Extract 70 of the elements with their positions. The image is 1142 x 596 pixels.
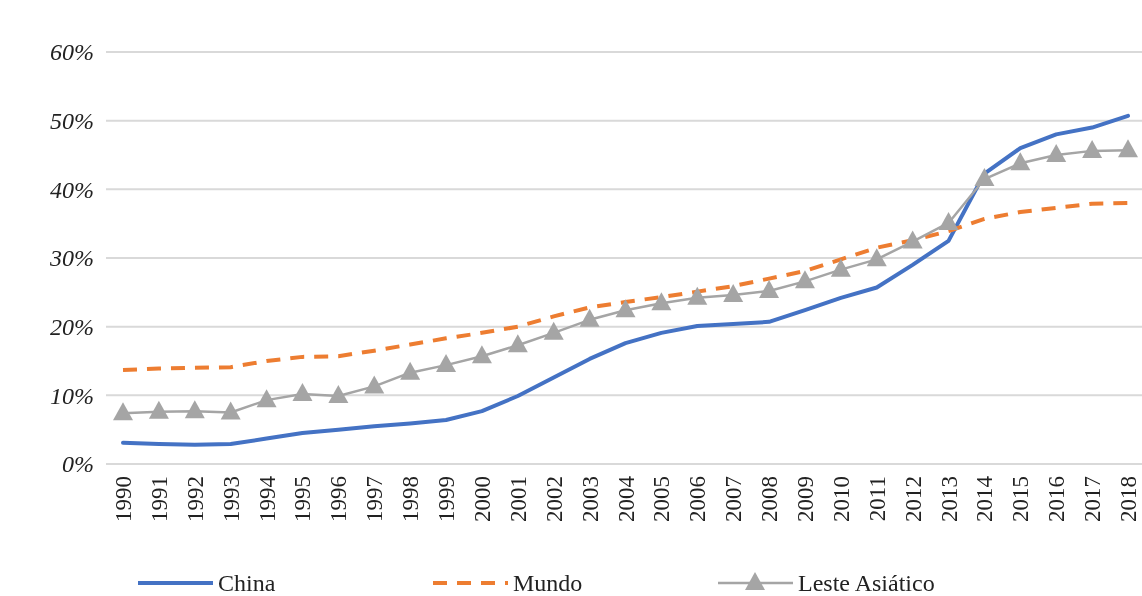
x-tick-label: 2013 bbox=[936, 476, 962, 522]
point bbox=[723, 284, 744, 303]
x-tick-label: 2017 bbox=[1080, 476, 1106, 522]
x-tick-label: 1992 bbox=[182, 476, 208, 522]
x-tick-label: 1991 bbox=[146, 476, 172, 522]
point bbox=[292, 382, 313, 401]
point bbox=[687, 286, 708, 305]
point bbox=[974, 168, 995, 187]
point bbox=[543, 321, 564, 340]
point bbox=[1118, 139, 1138, 158]
point bbox=[184, 400, 205, 419]
x-tick-label: 1990 bbox=[111, 476, 136, 522]
y-tick-label: 60% bbox=[50, 39, 94, 66]
point bbox=[794, 270, 815, 289]
x-tick-label: 2009 bbox=[792, 476, 818, 522]
x-tick-label: 2015 bbox=[1008, 476, 1034, 522]
legend-label: Mundo bbox=[513, 570, 583, 596]
y-tick-label: 10% bbox=[50, 382, 94, 409]
x-tick-label: 2000 bbox=[469, 476, 495, 522]
x-tick-label: 2003 bbox=[577, 476, 603, 522]
x-tick-label: 2010 bbox=[828, 476, 854, 522]
point bbox=[651, 292, 672, 311]
y-tick-label: 0% bbox=[62, 451, 94, 478]
point bbox=[364, 375, 385, 394]
point bbox=[830, 258, 851, 277]
x-tick-label: 2002 bbox=[541, 476, 567, 522]
point bbox=[866, 248, 887, 267]
line-series bbox=[121, 201, 1130, 372]
point bbox=[579, 308, 600, 327]
x-tick-label: 1998 bbox=[398, 476, 424, 522]
x-tick-label: 2011 bbox=[864, 476, 890, 522]
point bbox=[400, 361, 421, 380]
point bbox=[256, 389, 277, 408]
point bbox=[1082, 139, 1103, 158]
point bbox=[436, 354, 457, 373]
y-tick-label: 20% bbox=[50, 314, 94, 341]
point bbox=[902, 230, 923, 249]
point bbox=[507, 334, 528, 353]
x-tick-label: 1993 bbox=[218, 476, 244, 522]
point bbox=[1046, 144, 1067, 162]
point bbox=[328, 385, 349, 404]
x-tick-label: 2001 bbox=[505, 476, 531, 522]
x-tick-label: 2014 bbox=[972, 475, 998, 522]
point bbox=[220, 401, 241, 420]
y-tick-label: 30% bbox=[49, 245, 94, 272]
point bbox=[759, 279, 780, 298]
x-tick-label: 2007 bbox=[721, 476, 747, 522]
x-tick-label: 1997 bbox=[362, 476, 388, 522]
point bbox=[113, 402, 133, 421]
point bbox=[1010, 152, 1031, 171]
x-tick-label: 1995 bbox=[290, 476, 316, 522]
x-tick-label: 2006 bbox=[685, 476, 711, 522]
x-tick-label: 2012 bbox=[900, 476, 926, 522]
x-tick-label: 1994 bbox=[254, 475, 280, 522]
x-tick-label: 2008 bbox=[757, 476, 783, 522]
point bbox=[471, 345, 492, 364]
x-tick-label: 1996 bbox=[326, 476, 352, 522]
legend-label: China bbox=[218, 570, 276, 596]
legend-label: Leste Asiático bbox=[798, 570, 935, 596]
x-tick-label: 2004 bbox=[613, 475, 639, 522]
point bbox=[615, 299, 636, 318]
x-tick-label: 2016 bbox=[1044, 476, 1070, 522]
y-tick-label: 50% bbox=[50, 108, 94, 135]
x-tick-label: 2005 bbox=[649, 476, 675, 522]
y-tick-label: 40% bbox=[50, 176, 94, 203]
x-tick-label: 2018 bbox=[1116, 476, 1141, 522]
point bbox=[938, 211, 959, 230]
point bbox=[148, 400, 169, 419]
x-tick-label: 1999 bbox=[434, 476, 460, 522]
line-series bbox=[121, 113, 1130, 447]
